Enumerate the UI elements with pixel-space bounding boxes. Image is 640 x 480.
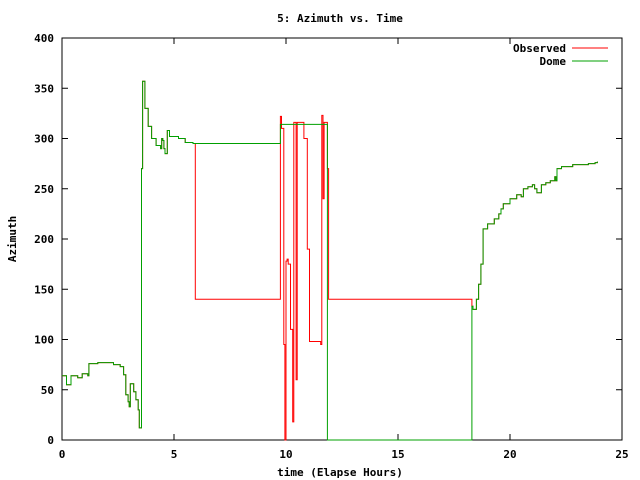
chart-title: 5: Azimuth vs. Time (277, 12, 403, 25)
y-tick-label: 250 (34, 183, 54, 196)
y-axis-label: Azimuth (6, 216, 19, 262)
x-axis: 0 5 10 15 20 25 (59, 38, 629, 461)
x-tick-label: 25 (615, 448, 628, 461)
plot-frame (61, 37, 623, 441)
y-tick-label: 350 (34, 82, 54, 95)
x-tick-label: 0 (59, 448, 66, 461)
y-tick-label: 200 (34, 233, 54, 246)
y-tick-label: 300 (34, 133, 54, 146)
x-tick-label: 5 (171, 448, 178, 461)
y-tick-label: 0 (47, 434, 54, 447)
legend-label: Observed (513, 42, 566, 55)
series-layer (62, 80, 598, 441)
y-tick-label: 50 (41, 384, 54, 397)
y-axis: 0 50 100 150 200 250 300 350 400 (34, 32, 622, 447)
x-tick-label: 10 (279, 448, 292, 461)
series-line-dome (62, 80, 598, 441)
x-tick-label: 15 (391, 448, 404, 461)
y-tick-label: 100 (34, 334, 54, 347)
y-tick-label: 150 (34, 283, 54, 296)
y-tick-label: 400 (34, 32, 54, 45)
x-tick-label: 20 (503, 448, 516, 461)
legend-label: Dome (540, 55, 567, 68)
x-axis-label: time (Elapse Hours) (277, 466, 403, 479)
